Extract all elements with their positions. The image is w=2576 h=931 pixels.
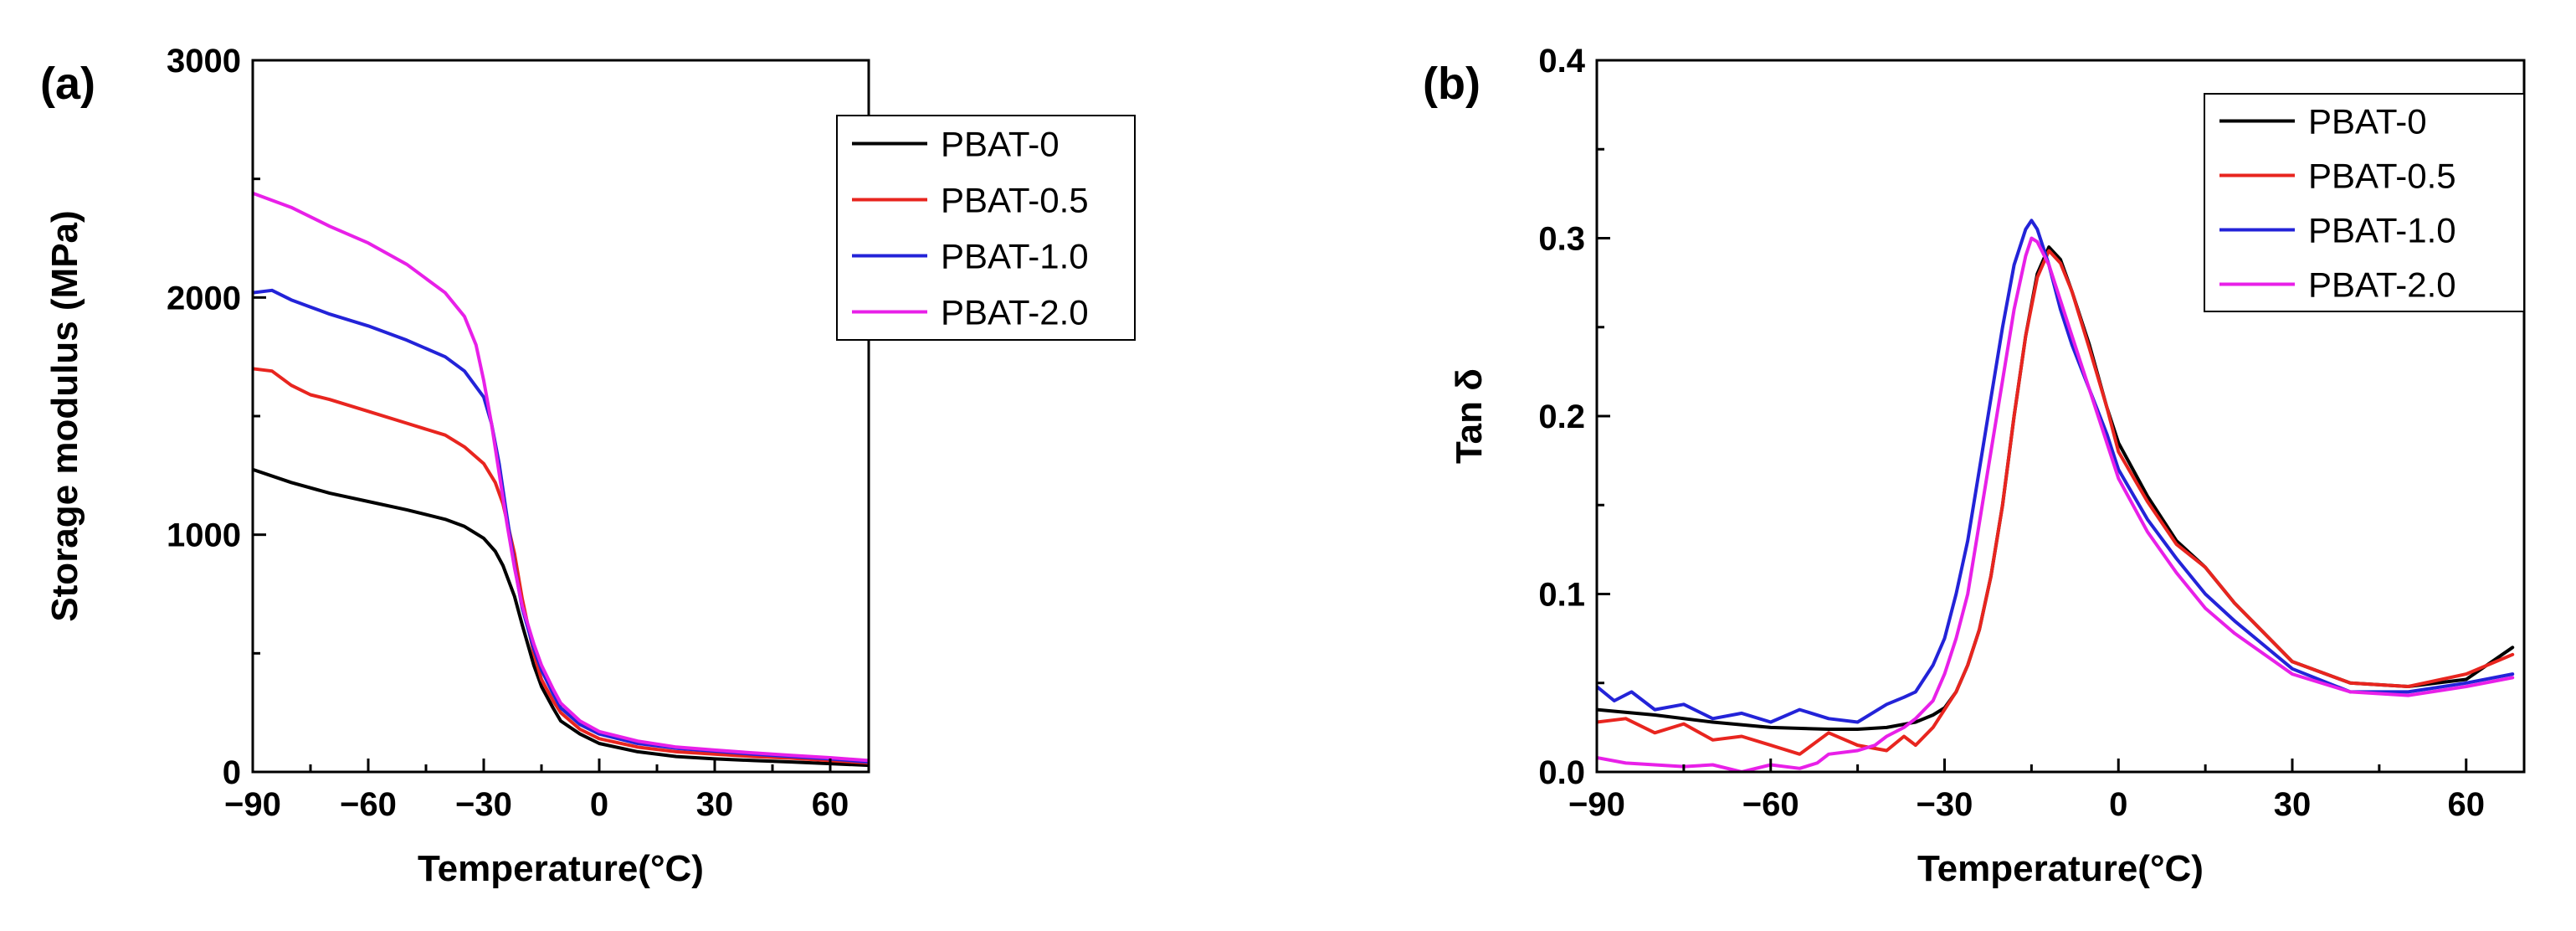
- y-tick-label: 0.0: [1538, 754, 1585, 791]
- series-line-pbat-0-5: [1597, 249, 2515, 756]
- y-tick-label: 0.3: [1538, 221, 1585, 258]
- x-tick-label: 60: [812, 786, 849, 823]
- series-line-pbat-2-0: [1597, 236, 2515, 772]
- x-axis-title: Temperature(°C): [1917, 848, 2204, 889]
- y-tick-label: 2000: [167, 280, 241, 316]
- panel-label: (b): [1423, 59, 1480, 109]
- x-tick-label: −60: [340, 786, 397, 823]
- series-line-pbat-2-0: [253, 191, 869, 763]
- legend: PBAT-0 PBAT-0.5 PBAT-1.0 PBAT-2.0: [2204, 93, 2525, 312]
- x-tick-label: 30: [696, 786, 734, 823]
- y-axis-title: Tan δ: [1449, 368, 1490, 464]
- y-tick-label: 3000: [167, 43, 241, 80]
- y-tick-label: 0.2: [1538, 399, 1585, 435]
- series-line-pbat-0: [253, 467, 869, 768]
- chart-panel-b: −90 −60 −30 0 30 60 0.0 0.1 0.2 0.3 0.4 Temperature…: [1423, 43, 2526, 889]
- panel-label: (a): [40, 59, 95, 109]
- x-tick-label: −60: [1742, 786, 1799, 823]
- x-tick-label: −30: [455, 786, 512, 823]
- y-tick-label: 0.4: [1538, 43, 1585, 80]
- plot-frame: [251, 59, 870, 774]
- y-tick-label: 0.1: [1538, 577, 1585, 614]
- y-tick-label: 1000: [167, 517, 241, 554]
- x-tick-label: 60: [2448, 786, 2486, 823]
- legend-label: PBAT-2.0: [2308, 265, 2456, 305]
- legend-label: PBAT-1.0: [2308, 211, 2456, 250]
- y-axis-title: Storage modulus (MPa): [44, 210, 85, 621]
- legend-label: PBAT-0.5: [2308, 157, 2456, 196]
- series-line-pbat-1-0: [1597, 219, 2515, 724]
- legend-box: [836, 115, 1136, 341]
- x-tick-label: 30: [2274, 786, 2312, 823]
- x-tick-label: 0: [590, 786, 608, 823]
- legend-box: [2204, 93, 2525, 312]
- legend: PBAT-0 PBAT-0.5 PBAT-1.0 PBAT-2.0: [836, 115, 1136, 341]
- legend-label: PBAT-2.0: [941, 293, 1089, 332]
- series-line-pbat-0: [1597, 245, 2515, 731]
- chart-panel-a: −90 −60 −30 0 30 60 0 1000 2000 3000 Temperature(°…: [40, 43, 1136, 889]
- y-tick-label: 0: [223, 754, 241, 791]
- legend-label: PBAT-0: [941, 125, 1060, 164]
- legend-label: PBAT-0: [2308, 102, 2427, 141]
- x-tick-label: −90: [224, 786, 281, 823]
- x-tick-label: 0: [2109, 786, 2127, 823]
- legend-label: PBAT-0.5: [941, 181, 1089, 220]
- legend-label: PBAT-1.0: [941, 237, 1089, 276]
- x-axis-title: Temperature(°C): [418, 848, 704, 889]
- series-line-pbat-1-0: [253, 288, 869, 764]
- x-tick-label: −90: [1568, 786, 1625, 823]
- x-tick-label: −30: [1917, 786, 1973, 823]
